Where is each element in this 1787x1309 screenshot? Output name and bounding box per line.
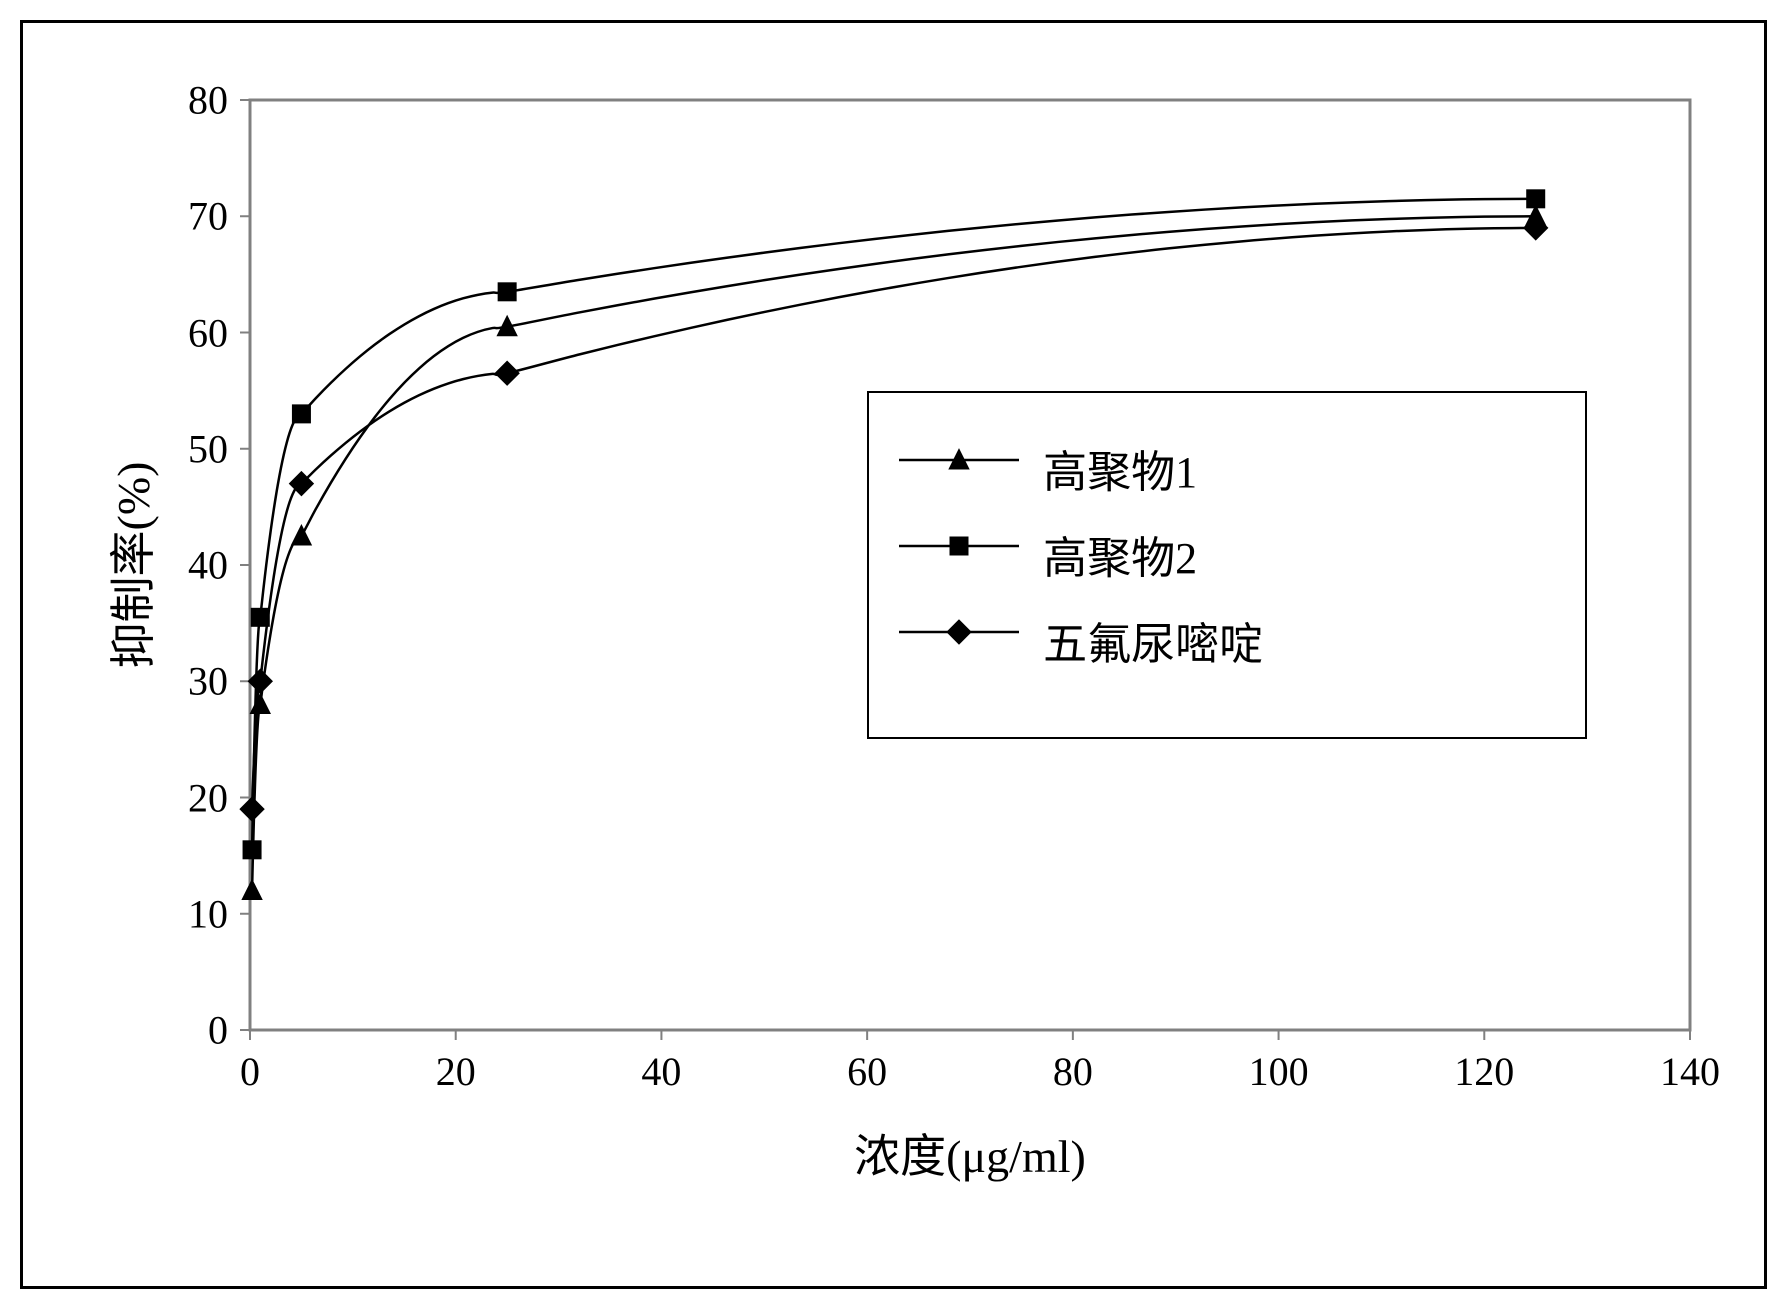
marker-triangle	[250, 694, 270, 714]
legend-label-polymer2: 高聚物2	[1043, 522, 1197, 586]
marker-square	[498, 283, 516, 301]
marker-diamond	[495, 361, 519, 385]
x-tick-label: 100	[1249, 1048, 1309, 1095]
x-tick-label: 120	[1454, 1048, 1514, 1095]
x-tick-label: 40	[641, 1048, 681, 1095]
y-tick-label: 0	[208, 1007, 228, 1054]
legend-symbol-polymer1	[899, 423, 1019, 509]
x-tick-label: 0	[240, 1048, 260, 1095]
legend-label-polymer1: 高聚物1	[1043, 436, 1197, 500]
y-tick-label: 70	[188, 193, 228, 240]
marker-square	[292, 405, 310, 423]
y-tick-label: 20	[188, 774, 228, 821]
legend-symbol-fluorouracil	[899, 595, 1019, 681]
marker-diamond	[1524, 216, 1548, 240]
legend-symbol-polymer2	[899, 509, 1019, 595]
y-tick-label: 10	[188, 890, 228, 937]
x-tick-label: 140	[1660, 1048, 1720, 1095]
y-tick-label: 40	[188, 542, 228, 589]
x-axis-label: 浓度(μg/ml)	[854, 1120, 1086, 1186]
marker-square	[243, 841, 261, 859]
y-tick-label: 50	[188, 425, 228, 472]
x-tick-label: 80	[1053, 1048, 1093, 1095]
figure-container: 0 20 40 60 80 100 120 140 0 10 20 30 40 50 60 70 80 浓度(μg…	[0, 0, 1787, 1309]
y-tick-label: 30	[188, 658, 228, 705]
marker-diamond	[947, 620, 971, 644]
legend: 高聚物1 高聚物2 五氟尿嘧啶	[867, 391, 1587, 740]
y-axis-label: 抑制率(%)	[97, 462, 163, 669]
marker-square	[1527, 190, 1545, 208]
y-tick-label: 80	[188, 77, 228, 124]
x-tick-label: 60	[847, 1048, 887, 1095]
marker-square	[950, 537, 968, 555]
marker-triangle	[292, 525, 312, 545]
legend-label-fluorouracil: 五氟尿嘧啶	[1043, 608, 1263, 672]
x-tick-label: 20	[436, 1048, 476, 1095]
y-tick-label: 60	[188, 309, 228, 356]
marker-diamond	[248, 669, 272, 693]
